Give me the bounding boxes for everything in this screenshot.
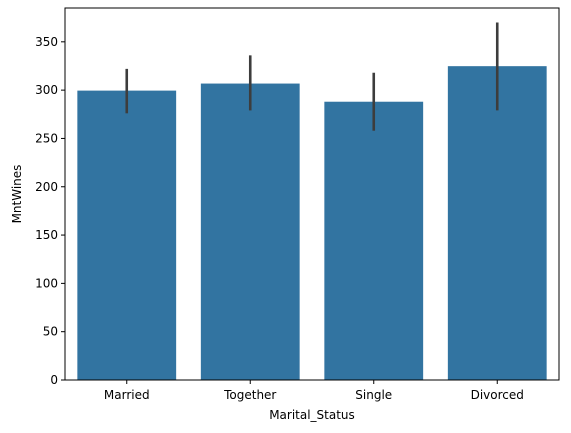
bar-single	[324, 101, 424, 381]
bar-divorced	[447, 66, 547, 381]
bar-married	[77, 90, 177, 381]
bar-together	[200, 83, 300, 380]
y-tick-label-150: 150	[35, 228, 58, 242]
x-axis-label: Marital_Status	[269, 408, 355, 422]
y-tick-label-50: 50	[43, 325, 58, 339]
axes-layer: Married Together Single Divorced 0 50 100 150 20…	[35, 7, 560, 402]
plot-frame	[64, 7, 560, 381]
x-tick-label-married: Married	[104, 388, 150, 402]
y-axis-label: MntWines	[10, 165, 24, 224]
bars-layer	[77, 66, 547, 381]
y-tick-label-100: 100	[35, 276, 58, 290]
y-tick-label-350: 350	[35, 35, 58, 49]
x-tick-label-divorced: Divorced	[471, 388, 524, 402]
y-tick-label-200: 200	[35, 180, 58, 194]
x-tick-label-single: Single	[355, 388, 392, 402]
y-tick-label-250: 250	[35, 131, 58, 145]
x-tick-label-together: Together	[223, 388, 276, 402]
error-bars-layer	[125, 22, 499, 131]
y-tick-label-300: 300	[35, 83, 58, 97]
y-tick-label-0: 0	[50, 373, 58, 387]
